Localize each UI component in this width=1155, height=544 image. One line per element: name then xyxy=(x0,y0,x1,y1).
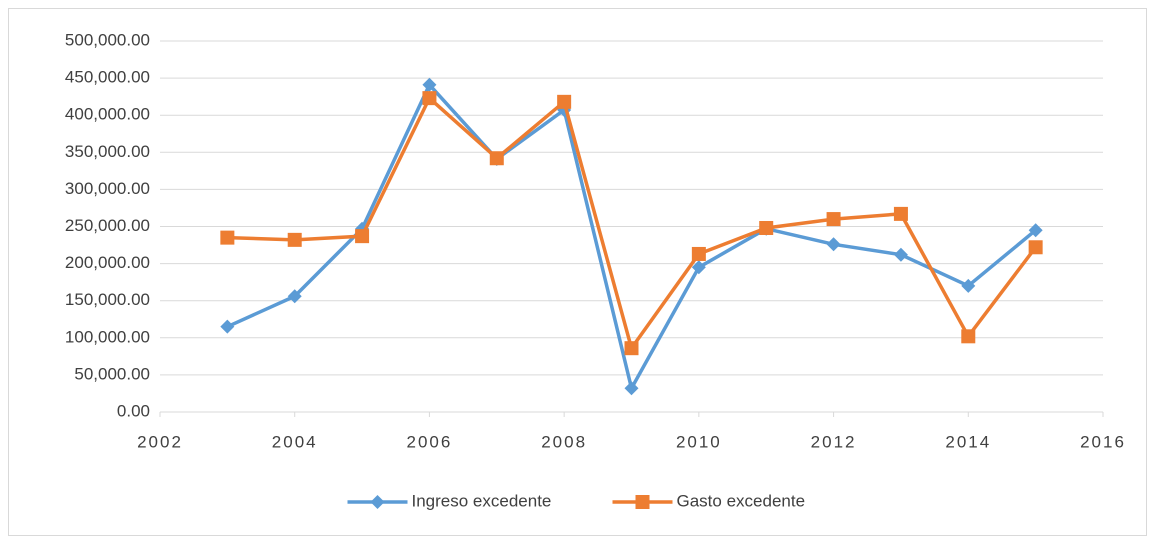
x-tick-label: 2016 xyxy=(1080,432,1126,451)
marker xyxy=(422,91,437,106)
marker xyxy=(691,260,706,275)
chart-frame xyxy=(8,8,1147,536)
marker xyxy=(635,495,650,509)
y-tick-label: 200,000.00 xyxy=(65,253,150,272)
marker xyxy=(624,381,639,396)
x-tick-label: 2010 xyxy=(676,432,722,451)
marker xyxy=(826,212,841,227)
marker xyxy=(287,289,302,304)
marker xyxy=(826,237,841,252)
marker xyxy=(893,206,908,221)
marker xyxy=(422,77,437,92)
x-tick-label: 2008 xyxy=(541,432,587,451)
marker xyxy=(893,247,908,262)
x-tick-label: 2012 xyxy=(811,432,857,451)
marker xyxy=(489,151,504,166)
legend-label: Ingreso excedente xyxy=(412,491,552,510)
marker xyxy=(370,495,385,509)
marker xyxy=(961,278,976,293)
y-tick-label: 150,000.00 xyxy=(65,290,150,309)
marker xyxy=(759,220,774,235)
marker xyxy=(287,232,302,247)
x-tick-label: 2006 xyxy=(407,432,453,451)
y-tick-label: 100,000.00 xyxy=(65,327,150,346)
x-tick-label: 2014 xyxy=(945,432,991,451)
marker xyxy=(624,341,639,356)
y-tick-label: 350,000.00 xyxy=(65,142,150,161)
marker xyxy=(691,246,706,261)
y-tick-label: 500,000.00 xyxy=(65,30,150,49)
legend-label: Gasto excedente xyxy=(677,491,806,510)
x-tick-label: 2002 xyxy=(137,432,183,451)
marker xyxy=(557,94,572,109)
marker xyxy=(1028,240,1043,255)
marker xyxy=(220,230,235,245)
marker xyxy=(220,319,235,334)
x-tick-label: 2004 xyxy=(272,432,318,451)
y-tick-label: 300,000.00 xyxy=(65,179,150,198)
y-tick-label: 450,000.00 xyxy=(65,68,150,87)
y-tick-label: 50,000.00 xyxy=(74,364,150,383)
marker xyxy=(355,229,370,244)
marker xyxy=(961,329,976,344)
marker xyxy=(1028,223,1043,238)
y-tick-label: 250,000.00 xyxy=(65,216,150,235)
y-tick-label: 400,000.00 xyxy=(65,105,150,124)
y-tick-label: 0.00 xyxy=(117,401,150,420)
